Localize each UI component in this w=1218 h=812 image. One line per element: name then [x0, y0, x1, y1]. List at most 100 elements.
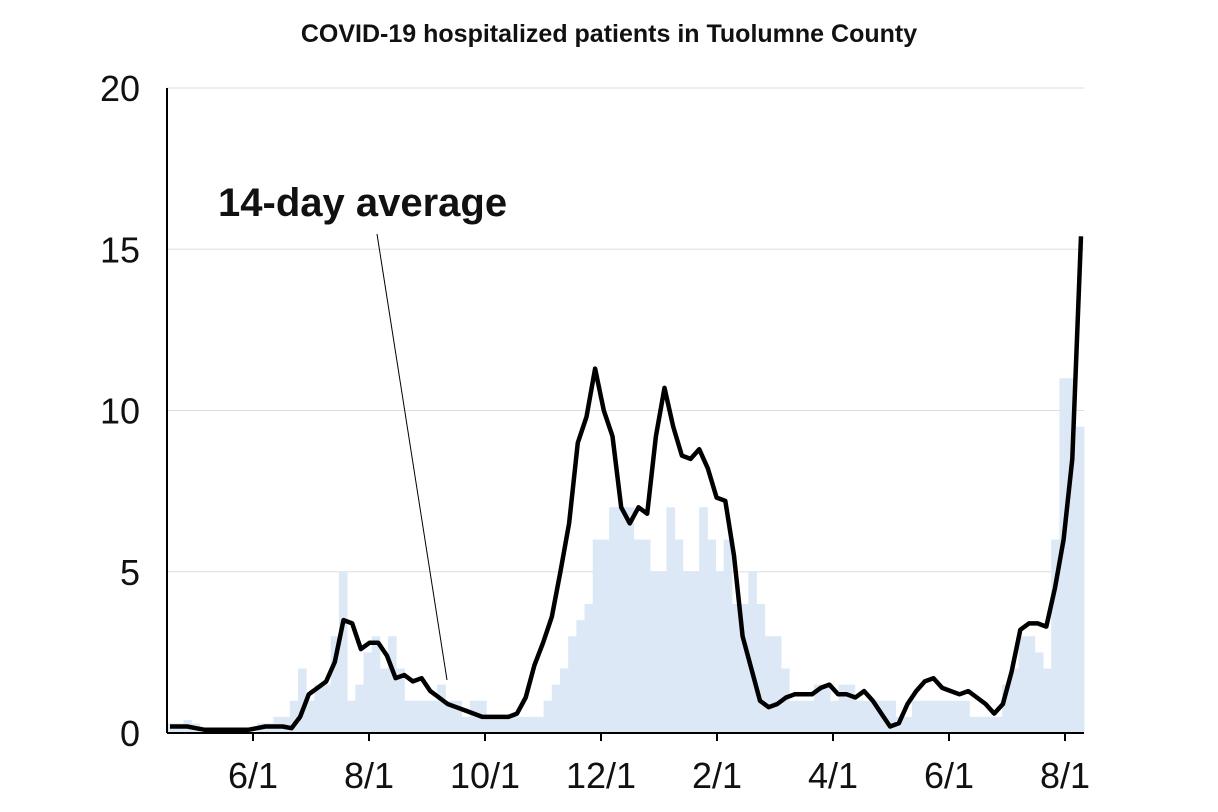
- bar: [633, 539, 643, 733]
- bar: [985, 716, 995, 734]
- bar: [420, 700, 430, 733]
- bar: [510, 716, 520, 734]
- bar: [830, 700, 839, 733]
- bar: [535, 716, 545, 734]
- bar: [903, 716, 913, 734]
- x-tick-label: 6/1: [228, 755, 278, 796]
- bar: [1026, 636, 1036, 733]
- bar: [707, 539, 716, 733]
- bar: [912, 700, 921, 733]
- bar: [1010, 668, 1019, 733]
- bar: [756, 604, 766, 733]
- y-tick-label: 15: [100, 229, 140, 270]
- bar: [494, 716, 504, 734]
- bar: [699, 507, 708, 733]
- bar: [551, 684, 561, 734]
- x-tick-label: 8/1: [1040, 755, 1090, 796]
- y-tick-label: 0: [120, 713, 140, 754]
- bar: [404, 700, 414, 733]
- bar: [1059, 378, 1069, 733]
- bar: [469, 700, 479, 733]
- bar: [993, 716, 1003, 734]
- y-axis-ticks: 0 5 10 15 20: [100, 68, 140, 754]
- bar: [445, 700, 454, 733]
- bar: [314, 684, 323, 734]
- bar: [347, 700, 356, 733]
- bar: [519, 716, 528, 734]
- bar: [1051, 539, 1060, 733]
- bar: [813, 684, 823, 734]
- bar: [764, 636, 774, 733]
- bar: [691, 571, 700, 733]
- bar: [1075, 426, 1085, 734]
- bar: [1043, 668, 1052, 733]
- bar: [584, 604, 594, 733]
- bar: [568, 636, 577, 733]
- bar: [977, 716, 987, 734]
- bar: [1018, 636, 1028, 733]
- bar: [355, 684, 364, 734]
- bar: [740, 604, 749, 733]
- chart-title: COVID-19 hospitalized patients in Tuolum…: [301, 20, 917, 48]
- bar: [944, 700, 954, 733]
- bar: [797, 700, 807, 733]
- bar: [748, 571, 757, 733]
- bar: [789, 700, 798, 733]
- bar: [543, 700, 553, 733]
- bar: [617, 507, 626, 733]
- bar: [330, 636, 340, 733]
- x-tick-label: 6/1: [924, 755, 974, 796]
- annotation-label: 14-day average: [218, 181, 507, 225]
- bar: [429, 700, 438, 733]
- bar: [731, 604, 741, 733]
- bar: [576, 620, 585, 734]
- bar: [887, 700, 897, 733]
- bar: [396, 668, 405, 733]
- x-tick-label: 10/1: [450, 755, 520, 796]
- bar: [666, 507, 676, 733]
- bar: [388, 636, 397, 733]
- bar: [592, 539, 602, 733]
- bar: [412, 700, 422, 733]
- y-tick-label: 20: [100, 68, 140, 109]
- bar: [658, 571, 667, 733]
- bar: [461, 716, 471, 734]
- bar: [723, 539, 733, 733]
- bar: [625, 507, 635, 733]
- daily-bars: [167, 378, 1085, 734]
- bar: [338, 571, 348, 733]
- y-tick-label: 5: [120, 552, 140, 593]
- bar: [953, 700, 962, 733]
- bar: [805, 700, 815, 733]
- bar: [674, 539, 684, 733]
- bar: [379, 668, 389, 733]
- bar: [453, 700, 463, 733]
- x-tick-label: 4/1: [808, 755, 858, 796]
- bar: [682, 571, 692, 733]
- bar: [1067, 378, 1077, 733]
- bar: [527, 716, 536, 734]
- bar: [920, 700, 929, 733]
- bar: [641, 539, 651, 733]
- x-tick-label: 12/1: [566, 755, 636, 796]
- bar: [854, 700, 864, 733]
- bar: [822, 684, 831, 734]
- bar: [871, 700, 880, 733]
- bar: [1034, 652, 1044, 734]
- bar: [306, 700, 315, 733]
- bar: [1002, 684, 1011, 734]
- bar: [936, 700, 946, 733]
- bar: [862, 700, 872, 733]
- bar: [289, 700, 299, 733]
- bar: [502, 716, 512, 734]
- bar: [437, 684, 446, 734]
- bar: [715, 571, 725, 733]
- bar: [928, 700, 938, 733]
- gridlines: [167, 87, 1084, 573]
- bar: [322, 684, 332, 734]
- bar: [969, 716, 978, 734]
- bar: [371, 636, 381, 733]
- bar: [846, 684, 856, 734]
- average-line: [170, 236, 1084, 733]
